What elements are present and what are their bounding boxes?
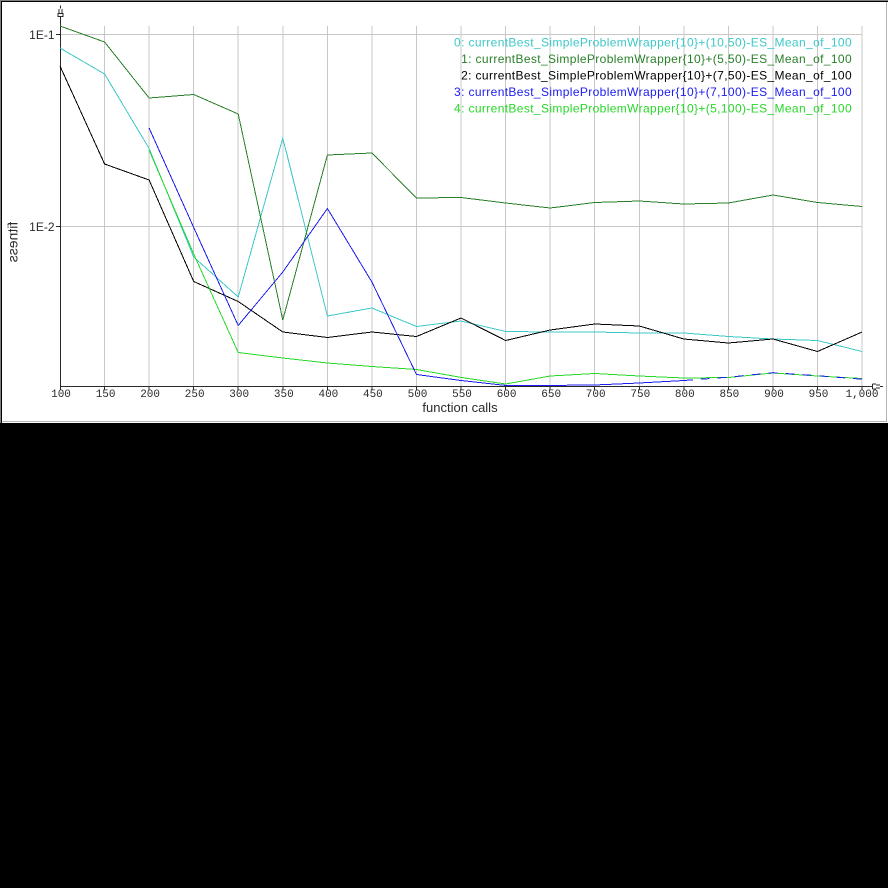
svg-text:850: 850 bbox=[719, 389, 739, 401]
svg-text:300: 300 bbox=[229, 389, 249, 401]
svg-text:600: 600 bbox=[497, 389, 517, 401]
svg-text:1E-2: 1E-2 bbox=[29, 220, 55, 234]
svg-text:1E-1: 1E-1 bbox=[29, 28, 55, 42]
svg-text:150: 150 bbox=[96, 389, 116, 401]
svg-text:650: 650 bbox=[541, 389, 561, 401]
svg-text:550: 550 bbox=[452, 389, 472, 401]
svg-text:100: 100 bbox=[51, 389, 71, 401]
svg-text:950: 950 bbox=[809, 389, 829, 401]
svg-text:250: 250 bbox=[185, 389, 205, 401]
svg-text:700: 700 bbox=[586, 389, 606, 401]
svg-text:1: currentBest_SimpleProblemWr: 1: currentBest_SimpleProblemWrapper{10}+… bbox=[461, 52, 852, 66]
svg-text:1,000: 1,000 bbox=[845, 389, 878, 401]
svg-text:800: 800 bbox=[675, 389, 695, 401]
svg-text:2: currentBest_SimpleProblemWr: 2: currentBest_SimpleProblemWrapper{10}+… bbox=[461, 69, 852, 83]
svg-text:0: currentBest_SimpleProblemWr: 0: currentBest_SimpleProblemWrapper{10}+… bbox=[454, 36, 852, 50]
svg-text:400: 400 bbox=[318, 389, 338, 401]
svg-text:900: 900 bbox=[764, 389, 784, 401]
svg-text:fitness: fitness bbox=[5, 222, 21, 262]
svg-text:450: 450 bbox=[363, 389, 383, 401]
svg-text:350: 350 bbox=[274, 389, 294, 401]
svg-text:200: 200 bbox=[140, 389, 160, 401]
svg-text:500: 500 bbox=[408, 389, 428, 401]
svg-text:3: currentBest_SimpleProblemWr: 3: currentBest_SimpleProblemWrapper{10}+… bbox=[454, 85, 852, 99]
svg-text:function calls: function calls bbox=[422, 400, 498, 415]
svg-text:4: currentBest_SimpleProblemWr: 4: currentBest_SimpleProblemWrapper{10}+… bbox=[454, 102, 852, 116]
svg-text:750: 750 bbox=[630, 389, 650, 401]
